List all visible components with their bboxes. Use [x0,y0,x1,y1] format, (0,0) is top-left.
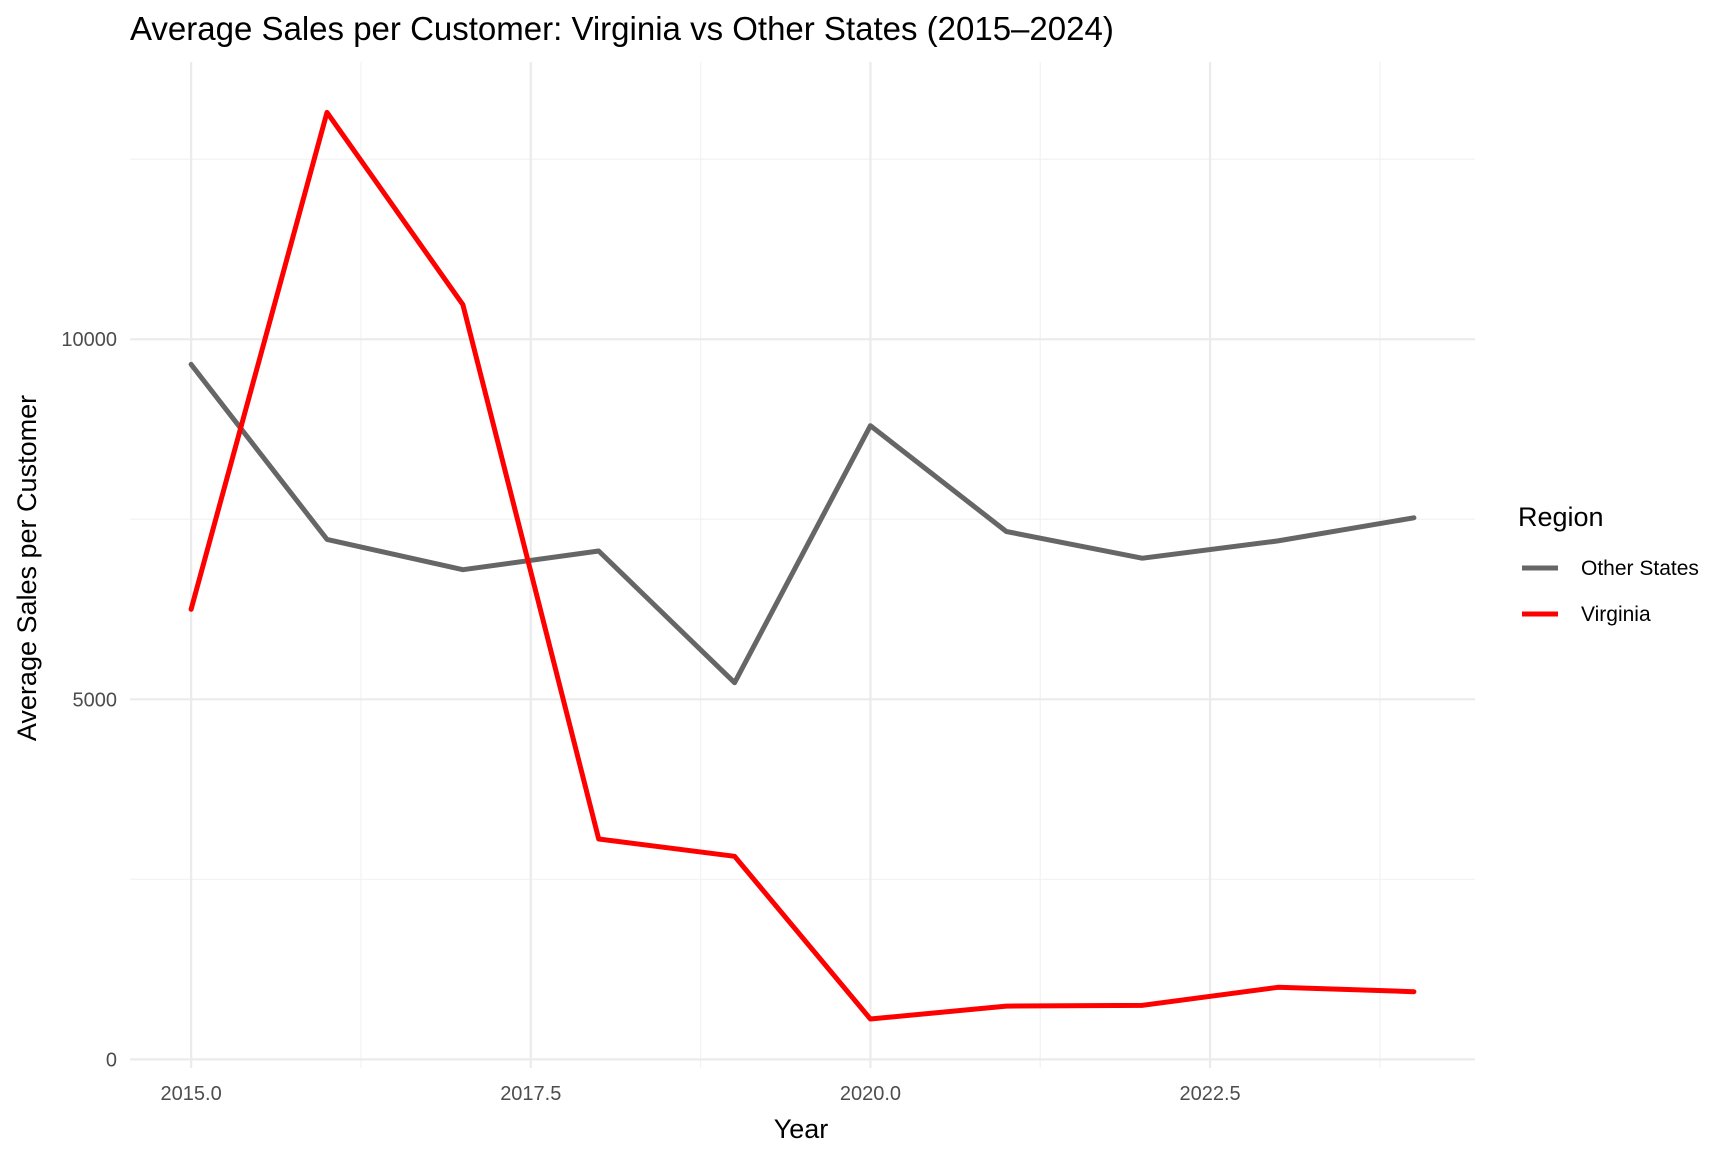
y-tick-label: 5000 [73,689,118,711]
tick-labels: 2015.0 2017.5 2020.0 2022.5 0 5000 10000 [61,329,1240,1105]
series-line-other-states [188,361,1417,686]
x-axis-title: Year [774,1114,829,1144]
x-tick-label: 2022.5 [1179,1083,1240,1105]
legend-label-other-states: Other States [1581,557,1699,580]
legend-label-virginia: Virginia [1581,603,1651,626]
y-tick-label: 10000 [61,329,117,351]
grid [130,62,1475,1068]
chart-title: Average Sales per Customer: Virginia vs … [130,10,1114,47]
series-line-virginia [188,109,1417,1022]
x-tick-label: 2020.0 [840,1083,901,1105]
x-tick-label: 2015.0 [161,1083,222,1105]
x-tick-label: 2017.5 [500,1083,561,1105]
y-tick-label: 0 [106,1049,117,1071]
y-axis-title: Average Sales per Customer [12,395,42,741]
series-lines [188,109,1417,1022]
legend: Region Other States Virginia [1518,502,1699,626]
legend-title: Region [1518,502,1604,532]
